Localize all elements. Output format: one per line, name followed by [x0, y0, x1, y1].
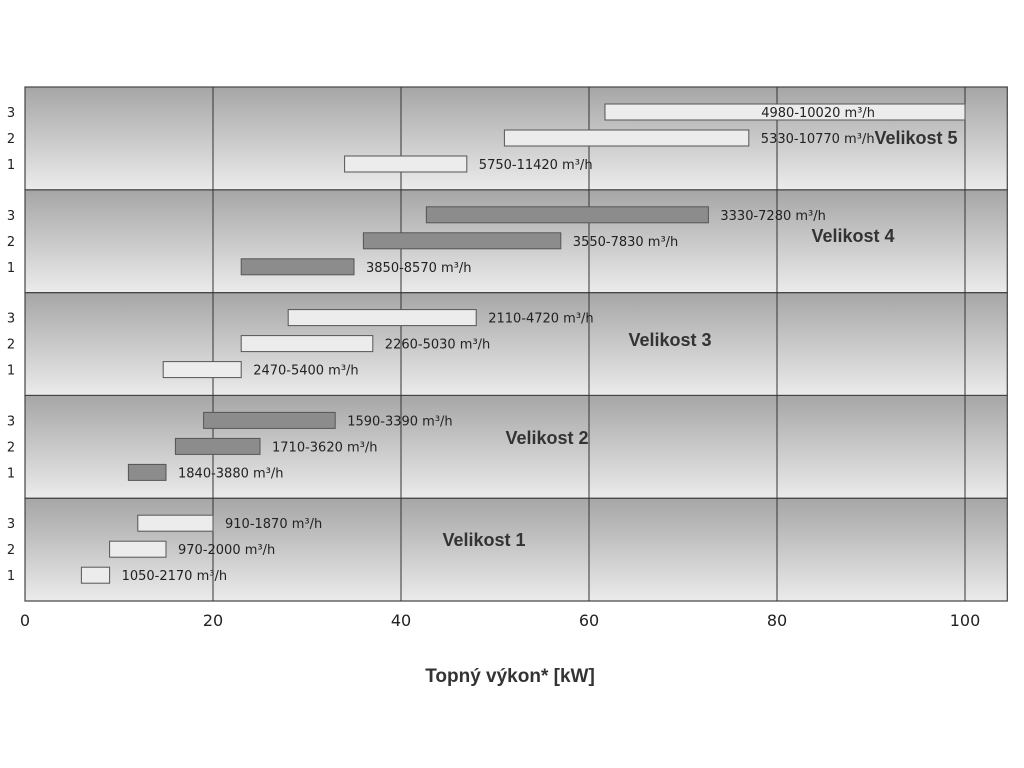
- row-label: 2: [7, 235, 15, 250]
- size-label: Velikost 4: [811, 226, 894, 246]
- x-tick-label: 40: [391, 611, 411, 630]
- range-bar: [240, 335, 374, 353]
- bar-label: 1710-3620 m³/h: [272, 440, 378, 455]
- bar-label: 3850-8570 m³/h: [366, 261, 472, 276]
- row-label: 1: [7, 364, 15, 379]
- row-label: 3: [7, 106, 15, 121]
- range-bar: [203, 411, 336, 429]
- row-label: 1: [7, 466, 15, 481]
- x-tick-label: 80: [767, 611, 787, 630]
- range-bar: [240, 258, 355, 276]
- bar-label: 1050-2170 m³/h: [122, 569, 228, 584]
- bar-label: 5750-11420 m³/h: [479, 158, 593, 173]
- range-bar: [127, 463, 167, 481]
- bar-label: 2110-4720 m³/h: [488, 312, 594, 327]
- size-label: Velikost 3: [628, 330, 711, 350]
- size-label: Velikost 1: [442, 530, 525, 550]
- row-label: 2: [7, 338, 15, 353]
- bar-label: 4980-10020 m³/h: [761, 106, 875, 121]
- range-bar: [109, 540, 167, 558]
- row-label: 1: [7, 569, 15, 584]
- bar-label: 3550-7830 m³/h: [573, 235, 679, 250]
- bar-label: 5330-10770 m³/h: [761, 132, 875, 147]
- bar-label: 2470-5400 m³/h: [253, 364, 359, 379]
- size-band: [24, 292, 1008, 397]
- bar-label: 1590-3390 m³/h: [347, 414, 453, 429]
- range-bar: [425, 206, 709, 224]
- row-label: 3: [7, 312, 15, 327]
- range-bar: [287, 309, 477, 327]
- bar-label: 970-2000 m³/h: [178, 543, 275, 558]
- range-bar: [80, 566, 111, 584]
- x-tick-label: 0: [20, 611, 30, 630]
- x-tick-label: 100: [950, 611, 981, 630]
- size-label: Velikost 5: [874, 128, 957, 148]
- size-label: Velikost 2: [505, 428, 588, 448]
- range-bar: [137, 514, 214, 532]
- row-label: 3: [7, 209, 15, 224]
- x-tick-label: 60: [579, 611, 599, 630]
- row-label: 3: [7, 414, 15, 429]
- range-bar: [174, 437, 261, 455]
- range-bar: [362, 232, 562, 250]
- row-label: 2: [7, 440, 15, 455]
- row-label: 1: [7, 261, 15, 276]
- range-bar: [344, 155, 468, 173]
- row-label: 2: [7, 543, 15, 558]
- bar-label: 1840-3880 m³/h: [178, 466, 284, 481]
- row-label: 2: [7, 132, 15, 147]
- row-label: 1: [7, 158, 15, 173]
- row-label: 3: [7, 517, 15, 532]
- bar-label: 2260-5030 m³/h: [385, 338, 491, 353]
- x-tick-label: 20: [203, 611, 223, 630]
- range-bar: [604, 103, 966, 121]
- range-bar: [503, 129, 750, 147]
- x-axis-title: Topný výkon* [kW]: [425, 666, 595, 687]
- bar-label: 910-1870 m³/h: [225, 517, 322, 532]
- bar-label: 3330-7280 m³/h: [720, 209, 826, 224]
- range-bar: [162, 361, 242, 379]
